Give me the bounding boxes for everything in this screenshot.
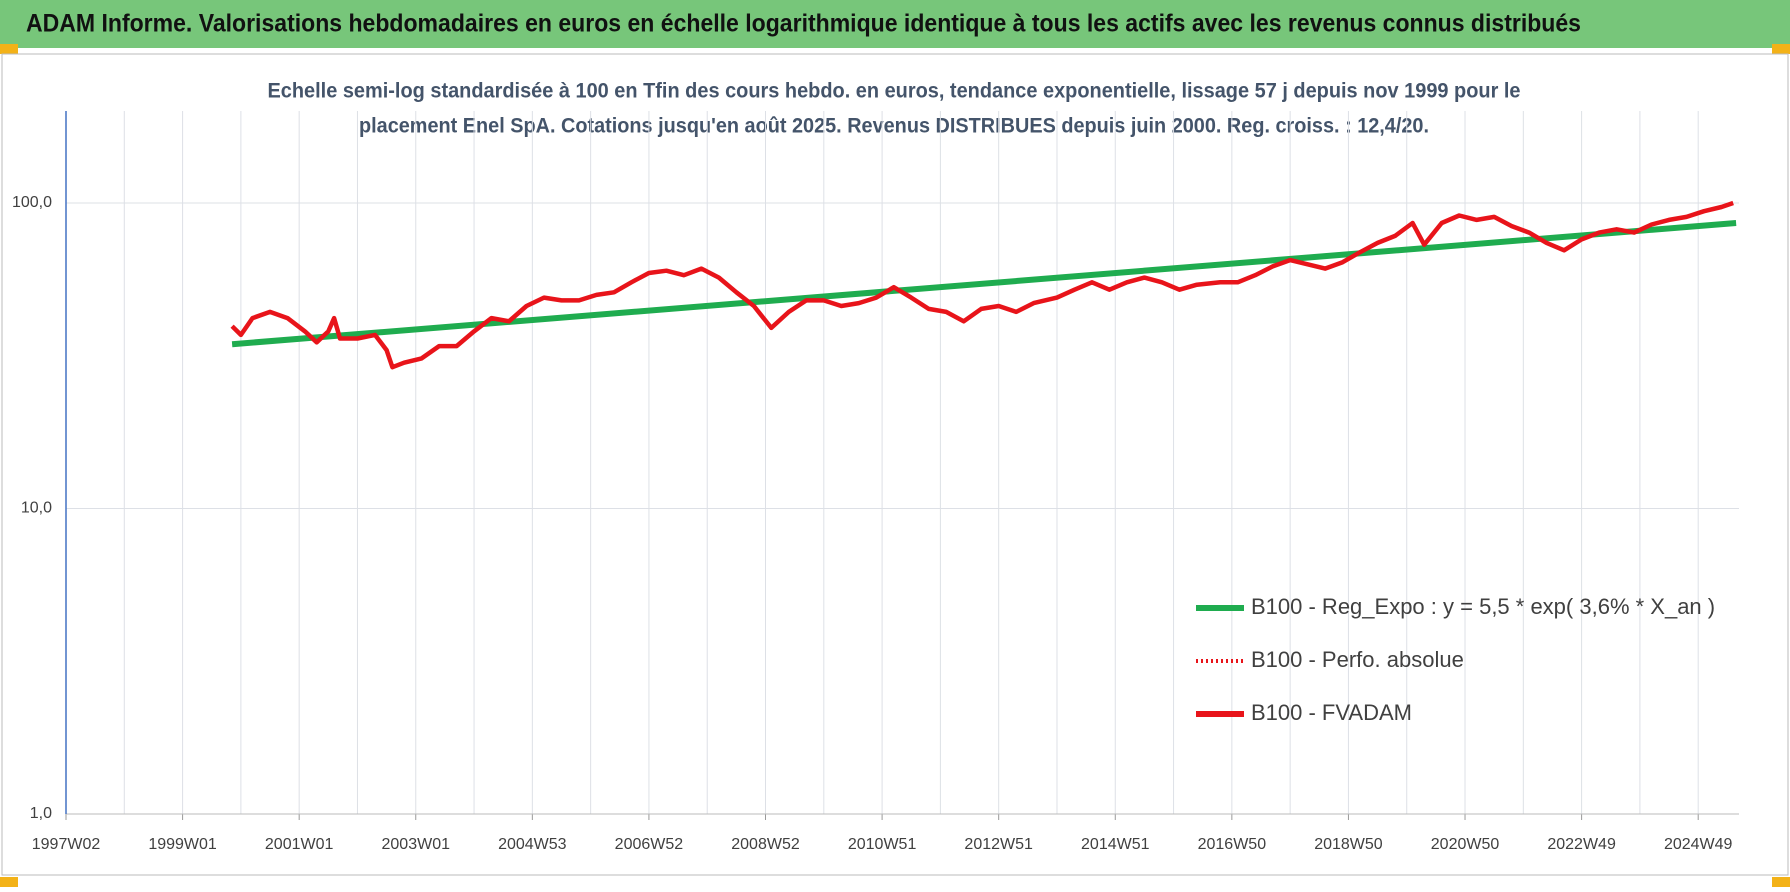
x-tick-label: 2024W49 (1664, 836, 1733, 853)
x-tick-label: 2022W49 (1547, 836, 1616, 853)
corner-mark (1772, 44, 1790, 54)
chart-title: placement Enel SpA. Cotations jusqu'en a… (359, 115, 1429, 138)
legend-label: B100 - Perfo. absolue (1251, 647, 1464, 672)
chart-title: Echelle semi-log standardisée à 100 en T… (268, 80, 1521, 103)
x-tick-label: 2008W52 (731, 836, 800, 853)
legend-label: B100 - FVADAM (1251, 700, 1412, 725)
x-tick-label: 2020W50 (1431, 836, 1500, 853)
x-tick-label: 2018W50 (1314, 836, 1383, 853)
x-tick-label: 2016W50 (1198, 836, 1267, 853)
corner-mark (0, 44, 18, 54)
plot (230, 200, 1737, 370)
y-tick-label: 100,0 (12, 194, 52, 211)
x-tick-label: 2006W52 (615, 836, 684, 853)
corner-mark (0, 877, 18, 887)
x-tick-label: 2003W01 (382, 836, 451, 853)
corner-mark (1772, 877, 1790, 887)
series-line (230, 200, 1734, 370)
x-tick-label: 2004W53 (498, 836, 567, 853)
x-tick-label: 2014W51 (1081, 836, 1150, 853)
page-title: ADAM Informe. Valorisations hebdomadaire… (26, 10, 1581, 38)
legend: B100 - Reg_Expo : y = 5,5 * exp( 3,6% * … (1196, 594, 1715, 725)
x-tick-label: 2001W01 (265, 836, 334, 853)
x-tick-label: 2010W51 (848, 836, 917, 853)
grid: 1,0 10,0 100,0 1997W02 1999W01 2001W01 2003W01… (12, 111, 1739, 853)
x-tick-label: 1999W01 (148, 836, 217, 853)
y-tick-label: 1,0 (30, 805, 52, 822)
x-tick-label: 2012W51 (964, 836, 1033, 853)
chart-frame (1, 53, 1789, 876)
header-bar (0, 0, 1790, 48)
y-tick-label: 10,0 (21, 500, 52, 517)
legend-label: B100 - Reg_Expo : y = 5,5 * exp( 3,6% * … (1251, 594, 1715, 619)
x-tick-label: 1997W02 (32, 836, 101, 853)
